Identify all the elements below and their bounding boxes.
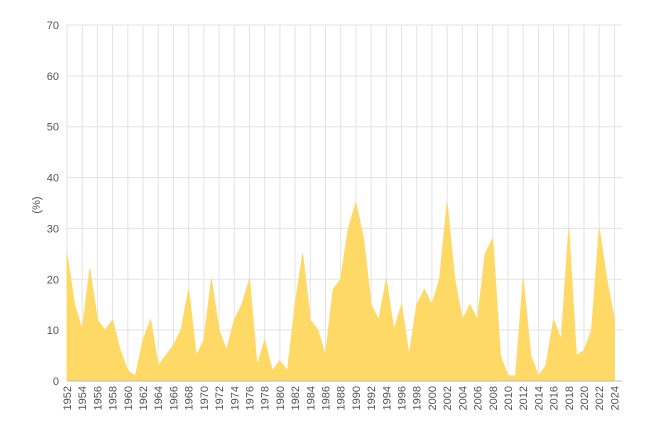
- x-tick-label: 1978: [260, 386, 272, 410]
- x-tick-label: 2002: [442, 386, 454, 410]
- x-tick-label: 1992: [366, 386, 378, 410]
- x-tick-label: 2000: [427, 386, 439, 410]
- x-tick-label: 1982: [290, 386, 302, 410]
- x-tick-label: 2012: [518, 386, 530, 410]
- x-tick-label: 1970: [199, 386, 211, 410]
- x-tick-label: 2016: [549, 386, 561, 410]
- x-tick-label: 1972: [214, 386, 226, 410]
- y-tick-label: 10: [47, 325, 59, 337]
- x-tick-label: 2010: [503, 386, 515, 410]
- x-tick-label: 1956: [92, 386, 104, 410]
- x-tick-label: 1960: [123, 386, 135, 410]
- x-tick-label: 1986: [320, 386, 332, 410]
- y-axis-label: (%): [31, 196, 43, 213]
- x-tick-label: 1996: [397, 386, 409, 410]
- y-tick-label: 40: [47, 173, 59, 185]
- y-tick-label: 30: [47, 223, 59, 235]
- x-tick-label: 1988: [336, 386, 348, 410]
- x-tick-label: 1976: [244, 386, 256, 410]
- x-tick-label: 1974: [229, 386, 241, 410]
- area: [66, 202, 615, 382]
- x-tick-label: 1954: [77, 386, 89, 410]
- x-tick-label: 1994: [381, 386, 393, 410]
- x-tick-label: 2024: [609, 386, 621, 410]
- x-tick-label: 1968: [184, 386, 196, 410]
- x-tick-label: 2020: [579, 386, 591, 410]
- y-tick-label: 60: [47, 71, 59, 83]
- y-tick-label: 50: [47, 122, 59, 134]
- x-tick-label: 2018: [564, 386, 576, 410]
- x-tick-label: 1958: [108, 386, 120, 410]
- x-tick-label: 1964: [153, 386, 165, 410]
- x-tick-label: 1980: [275, 386, 287, 410]
- x-tick-label: 1962: [138, 386, 150, 410]
- x-tick-label: 2014: [533, 386, 545, 410]
- x-tick-label: 2006: [473, 386, 485, 410]
- y-tick-label: 0: [53, 376, 59, 388]
- y-tick-label: 70: [47, 20, 59, 32]
- x-tick-label: 2022: [594, 386, 606, 410]
- y-tick-label: 20: [47, 274, 59, 286]
- x-tick-label: 1984: [305, 386, 317, 410]
- x-tick-label: 1990: [351, 386, 363, 410]
- x-tick-label: 1966: [168, 386, 180, 410]
- x-tick-label: 2004: [457, 386, 469, 410]
- x-tick-label: 2008: [488, 386, 500, 410]
- x-tick-label: 1952: [62, 386, 74, 410]
- x-tick-label: 1998: [412, 386, 424, 410]
